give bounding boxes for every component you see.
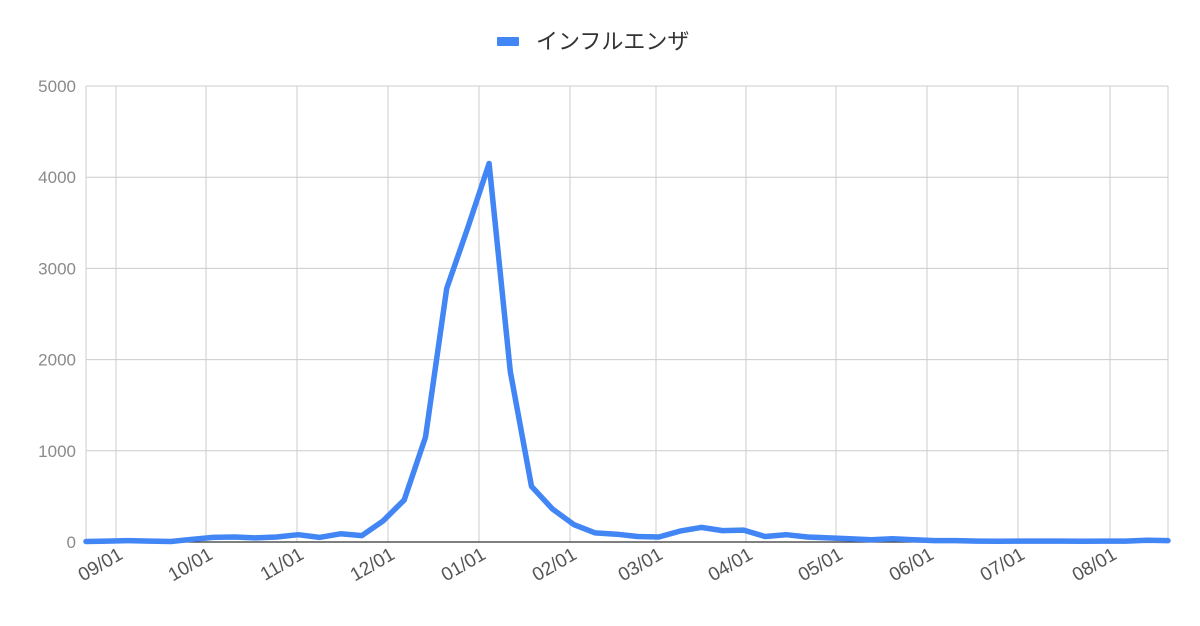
y-tick-label: 0 [67, 533, 76, 552]
y-tick-label: 2000 [38, 351, 76, 370]
x-tick-label: 02/01 [529, 544, 581, 586]
x-tick-label: 05/01 [795, 544, 847, 586]
y-tick-label: 5000 [38, 77, 76, 96]
y-axis-tick-labels: 0 1000 2000 3000 4000 5000 [38, 77, 76, 552]
vertical-gridlines [85, 86, 1169, 542]
x-axis-tick-labels: 09/01 10/01 11/01 12/01 01/01 02/01 03/01 04/01… [75, 544, 1121, 586]
x-tick-label: 01/01 [438, 544, 490, 586]
x-tick-label: 07/01 [977, 544, 1029, 586]
series-line-influenza[interactable] [83, 160, 1171, 545]
x-tick-label: 06/01 [886, 544, 938, 586]
y-tick-label: 1000 [38, 442, 76, 461]
legend-swatch-icon [497, 37, 519, 46]
x-tick-label: 10/01 [165, 544, 217, 586]
x-tick-label: 09/01 [75, 544, 127, 586]
legend[interactable]: インフルエンザ [497, 30, 689, 55]
x-tick-label: 03/01 [615, 544, 667, 586]
y-tick-label: 3000 [38, 259, 76, 278]
x-tick-label: 04/01 [705, 544, 757, 586]
x-tick-label: 12/01 [347, 544, 399, 586]
x-tick-label: 11/01 [257, 544, 307, 585]
x-tick-label: 08/01 [1069, 544, 1121, 586]
legend-label: インフルエンザ [536, 30, 689, 55]
y-tick-label: 4000 [38, 168, 76, 187]
horizontal-gridlines [86, 85, 1168, 452]
